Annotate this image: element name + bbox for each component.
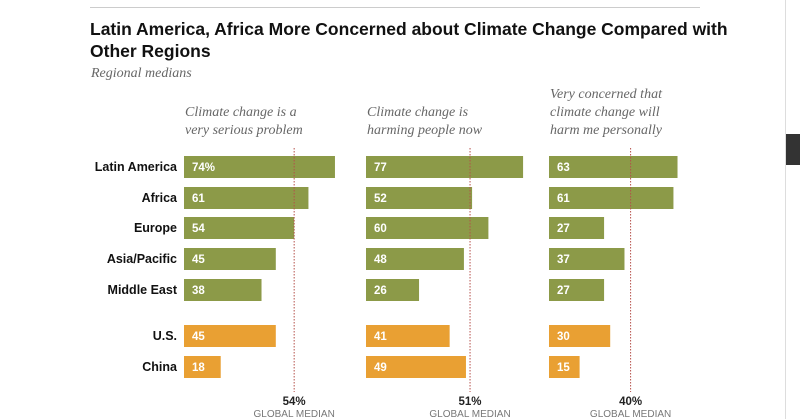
bar-value-label: 27 [557, 223, 570, 235]
bar [549, 248, 625, 270]
global-median-value: 51% [459, 396, 482, 408]
bar-value-label: 37 [557, 254, 570, 266]
bar-value-label: 27 [557, 285, 570, 297]
global-median-value: 40% [619, 396, 642, 408]
bar [184, 156, 335, 178]
row-label: Africa [142, 191, 178, 205]
row-label: Asia/Pacific [107, 252, 177, 266]
bar [549, 156, 678, 178]
bar-value-label: 54 [192, 223, 205, 235]
bar-value-label: 41 [374, 331, 387, 343]
bar [366, 325, 450, 347]
column-header: Climate change is a [185, 105, 297, 120]
bar-value-label: 49 [374, 362, 387, 374]
sidebar-header-block [786, 134, 800, 165]
bar [366, 356, 466, 378]
column-header: harming people now [367, 123, 483, 138]
bar [184, 356, 221, 378]
bar [366, 248, 464, 270]
bar [549, 356, 580, 378]
bar-value-label: 15 [557, 362, 570, 374]
bar [549, 187, 674, 209]
bar [366, 217, 489, 239]
chart-subtitle: Regional medians [91, 66, 192, 81]
bar-value-label: 61 [192, 193, 205, 205]
bar-value-label: 18 [192, 362, 205, 374]
global-median-label: GLOBAL MEDIAN [429, 409, 510, 419]
page-sidebar [785, 0, 800, 419]
bar-value-label: 74% [192, 162, 215, 174]
bar-value-label: 26 [374, 285, 387, 297]
row-label: Latin America [95, 160, 178, 174]
bar [366, 187, 473, 209]
bar [184, 325, 276, 347]
row-label: China [142, 360, 178, 374]
bar [366, 156, 524, 178]
bar [366, 279, 420, 301]
bar-value-label: 52 [374, 193, 387, 205]
global-median-value: 54% [283, 396, 306, 408]
bar-value-label: 45 [192, 331, 205, 343]
column-header: very serious problem [185, 123, 303, 138]
chart-title: Latin America, Africa More Concerned abo… [90, 19, 728, 61]
row-label: Europe [134, 221, 177, 235]
bar [184, 279, 262, 301]
bar-value-label: 63 [557, 162, 570, 174]
bar [549, 217, 605, 239]
bar [184, 248, 276, 270]
bar [549, 325, 611, 347]
bar-value-label: 61 [557, 193, 570, 205]
top-rule [90, 7, 700, 8]
bar-value-label: 60 [374, 223, 387, 235]
column-header: Very concerned that [550, 87, 663, 102]
column-header: climate change will [550, 105, 660, 120]
bar [184, 217, 295, 239]
global-median-label: GLOBAL MEDIAN [253, 409, 334, 419]
row-label: U.S. [153, 329, 177, 343]
global-median-label: GLOBAL MEDIAN [590, 409, 671, 419]
bar-value-label: 45 [192, 254, 205, 266]
column-header: Climate change is [367, 105, 469, 120]
bar [549, 279, 605, 301]
bar-value-label: 48 [374, 254, 387, 266]
bar-value-label: 77 [374, 162, 387, 174]
bar [184, 187, 309, 209]
bar-value-label: 38 [192, 285, 205, 297]
column-header: harm me personally [550, 123, 663, 138]
row-label: Middle East [108, 283, 178, 297]
bar-value-label: 30 [557, 331, 570, 343]
